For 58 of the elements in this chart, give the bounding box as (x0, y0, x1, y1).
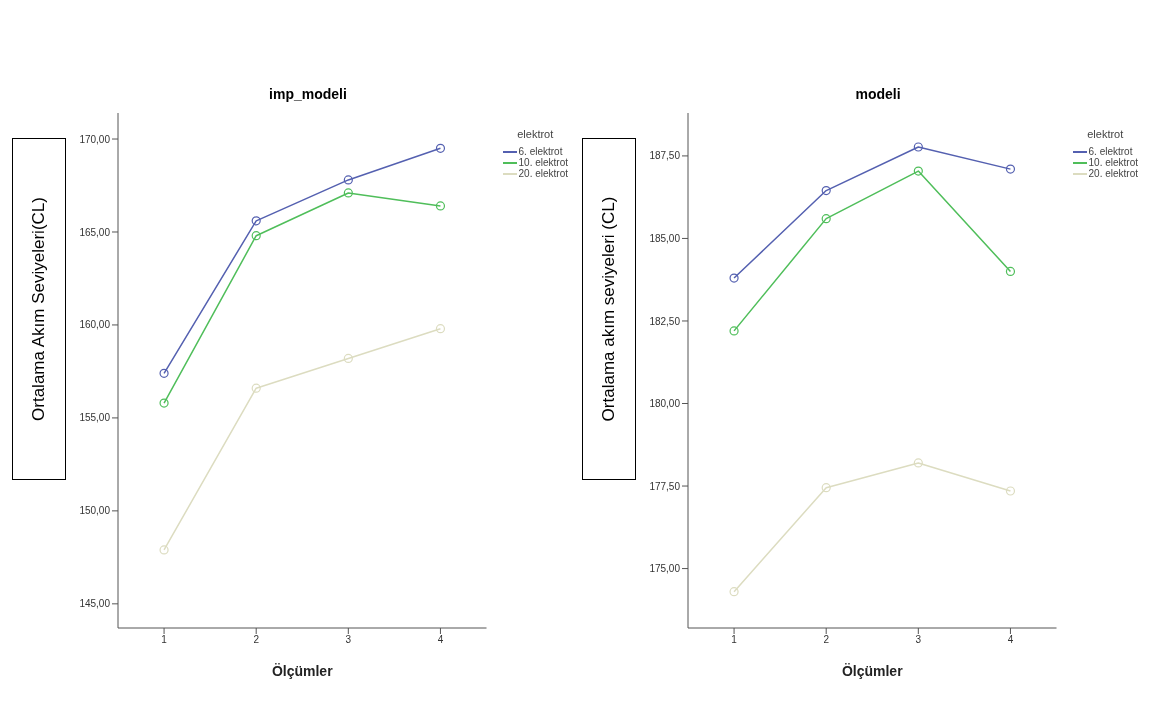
point (343, 175, 353, 185)
legend-title: elektrot (516, 128, 555, 140)
x-tick-label: 2 (253, 634, 260, 646)
point (159, 368, 169, 378)
x-tick-label: 4 (437, 634, 444, 646)
y-tick-label: 145,00 (79, 598, 111, 610)
x-tick-label: 3 (345, 634, 352, 646)
y-tick-label: 187,50 (649, 150, 681, 162)
y-tick-label: 175,00 (649, 563, 681, 575)
legend-label: 10. elektrot (518, 157, 568, 168)
legend-title: elektrot (1086, 128, 1125, 140)
y-tick-label: 165,00 (79, 226, 111, 238)
x-tick-label: 3 (915, 634, 922, 646)
point (343, 188, 353, 198)
legend-label: 20. elektrot (518, 168, 568, 179)
point (251, 383, 261, 393)
y-tick-label: 177,50 (649, 480, 681, 492)
point (435, 201, 446, 211)
point (913, 458, 923, 468)
point (1005, 266, 1016, 277)
point (1005, 486, 1016, 496)
point (821, 185, 831, 196)
point (913, 166, 923, 176)
chart-title: imp_modeli (268, 86, 348, 102)
point (821, 214, 831, 224)
y-tick-label: 185,00 (649, 233, 681, 244)
point (729, 273, 739, 283)
y-axis-title: Ortalama akım seviyeleri (CL) (599, 196, 619, 422)
chart-title: modeli (854, 86, 902, 102)
point (251, 216, 261, 226)
legend-label: 6. elektrot (518, 146, 563, 157)
legend-label: 20. elektrot (1088, 168, 1138, 179)
x-tick-label: 2 (823, 634, 830, 646)
x-tick-label: 4 (1007, 634, 1014, 646)
x-tick-label: 1 (161, 634, 168, 646)
point (821, 483, 831, 493)
point (1005, 164, 1016, 174)
point (251, 231, 261, 241)
y-tick-label: 170,00 (79, 133, 111, 145)
legend-label: 6. elektrot (1088, 146, 1133, 157)
point (435, 324, 446, 334)
point (729, 587, 739, 597)
point (729, 326, 739, 336)
point (343, 353, 353, 364)
point (159, 545, 169, 555)
y-tick-label: 180,00 (649, 398, 681, 410)
y-tick-label: 155,00 (79, 412, 111, 424)
x-tick-label: 1 (731, 634, 738, 646)
point (913, 142, 923, 152)
point (159, 398, 169, 408)
y-tick-label: 182,50 (649, 315, 681, 327)
y-axis-title: Ortalama Akım Seviyeleri(CL) (29, 197, 49, 421)
point (435, 143, 446, 153)
y-tick-label: 150,00 (79, 505, 111, 517)
x-axis-title: Ölçümler (841, 663, 904, 679)
x-axis-title: Ölçümler (271, 663, 334, 679)
legend-label: 10. elektrot (1088, 157, 1138, 168)
y-tick-label: 160,00 (79, 319, 111, 331)
